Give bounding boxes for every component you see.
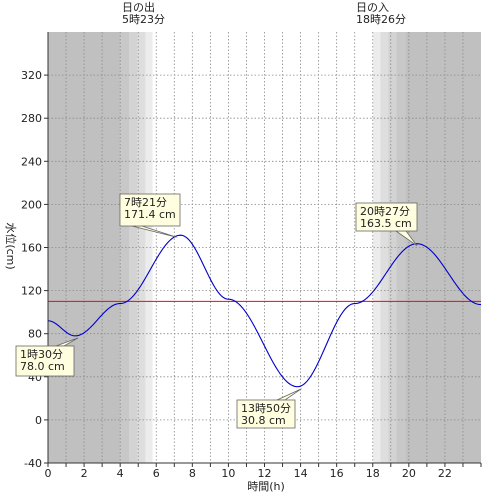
y-tick-label: 240 [21,155,42,168]
callout-time: 13時50分 [241,402,291,415]
x-tick-label: 16 [330,467,344,480]
axes: 0 2 4 6 8 10 12 14 16 18 20 22-40040801201602002402… [21,32,482,480]
sunset-label: 日の入 18時26分 [356,2,406,26]
sunset-title: 日の入 [356,1,389,14]
x-tick-label: 18 [366,467,380,480]
callout-time: 20時27分 [360,205,410,218]
x-tick-label: 2 [81,467,88,480]
y-tick-label: -40 [24,457,42,470]
twilight-band [373,32,381,463]
sunset-time: 18時26分 [356,13,406,26]
x-tick-label: 22 [438,467,452,480]
callout-box [355,202,418,232]
callout-value: 163.5 cm [360,217,412,230]
x-tick-label: 12 [258,467,272,480]
x-tick-label: 8 [189,467,196,480]
callout-time: 7時21分 [124,196,167,209]
callout-time: 1時30分 [20,348,63,361]
y-tick-label: 80 [28,328,42,341]
x-tick-label: 0 [45,467,52,480]
x-tick-label: 6 [153,467,160,480]
y-axis-label: 水位(cm) [4,222,18,269]
y-tick-label: 320 [21,69,42,82]
callout-value: 171.4 cm [124,208,176,221]
twilight-band [136,32,146,463]
x-axis-label: 時間(h) [247,480,285,493]
callout-value: 78.0 cm [20,360,65,373]
tide-series [47,234,482,388]
y-tick-label: 0 [35,414,42,427]
callout-box [236,399,296,429]
x-tick-label: 10 [221,467,235,480]
x-tick-label: 20 [402,467,416,480]
sunrise-label: 日の出 5時23分 [122,2,165,26]
x-tick-label: 14 [294,467,308,480]
callout-value: 30.8 cm [241,414,286,427]
y-tick-label: 200 [21,198,42,211]
twilight-band [145,32,153,463]
sunrise-time: 5時23分 [122,13,165,26]
y-tick-label: 280 [21,112,42,125]
y-tick-label: 120 [21,285,42,298]
sunrise-title: 日の出 [122,1,155,14]
x-tick-label: 4 [117,467,124,480]
twilight-band [388,32,397,463]
twilight-band [119,32,129,463]
y-tick-label: 160 [21,242,42,255]
callout-box [15,345,75,377]
callout-box [119,193,181,227]
tide-line [47,234,482,388]
twilight-band [396,32,406,463]
